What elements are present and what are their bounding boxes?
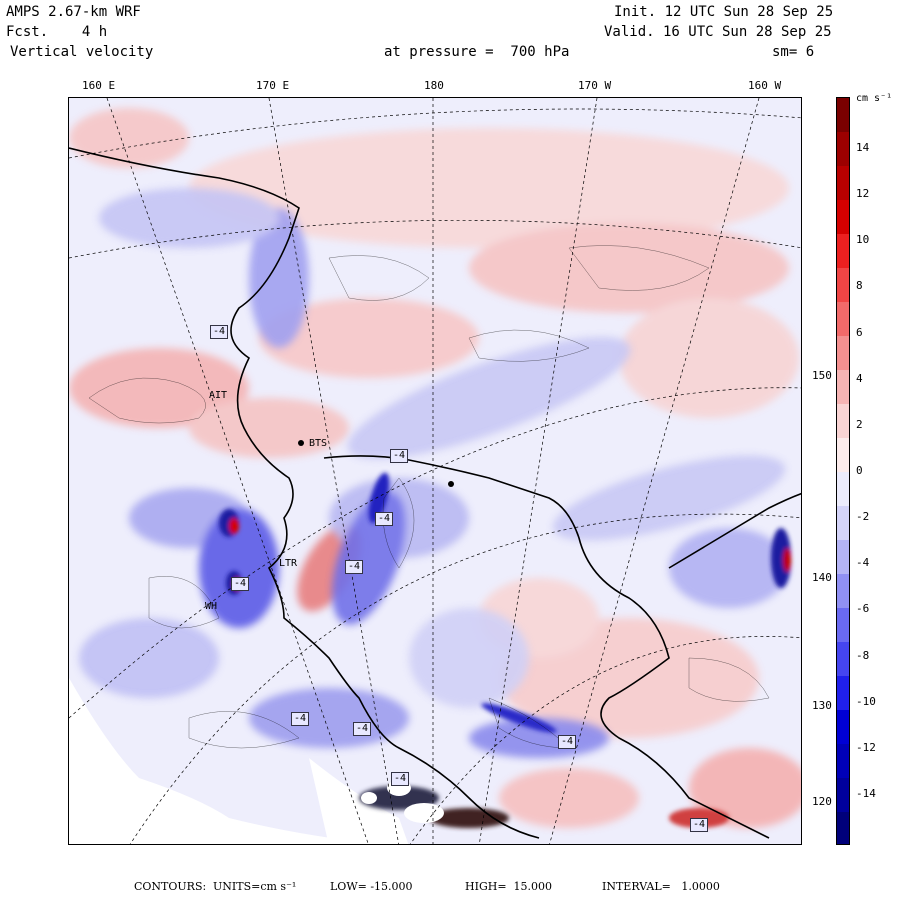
forecast-hour: Fcst. 4 h — [6, 24, 108, 40]
colorbar-swatch — [837, 438, 849, 473]
colorbar-swatch — [837, 370, 849, 405]
colorbar-swatch — [837, 710, 849, 745]
colorbar-swatch — [837, 336, 849, 371]
colorbar-swatch — [837, 676, 849, 711]
footer-interval: INTERVAL= 1.0000 — [602, 880, 720, 893]
no-data-region-2 — [309, 758, 409, 844]
colorbar-tick-label: 4 — [856, 371, 863, 385]
field-name: Vertical velocity — [10, 44, 154, 60]
colorbar-tick-label: 10 — [856, 233, 870, 247]
colorbar-tick-label: -12 — [856, 740, 876, 754]
map-canvas — [69, 98, 801, 844]
colorbar-swatch — [837, 404, 849, 439]
init-time: Init. 12 UTC Sun 28 Sep 25 — [614, 4, 834, 20]
smoothing-label: sm= 6 — [772, 44, 815, 60]
colorbar-swatch — [837, 98, 849, 133]
colorbar-tick-label: -10 — [856, 694, 876, 708]
colorbar-tick-label: 0 — [856, 464, 863, 477]
colorbar-swatch — [837, 200, 849, 235]
contour-tag: -4 — [345, 560, 364, 574]
contour-tag: -4 — [558, 735, 577, 749]
model-title: AMPS 2.67-km WRF — [6, 4, 141, 20]
lon-label-160e: 160 E — [82, 79, 116, 92]
colorbar-tick-label: -8 — [856, 648, 870, 662]
footer-units: UNITS=cm s⁻¹ — [213, 880, 297, 893]
valid-time: Valid. 16 UTC Sun 28 Sep 25 — [604, 24, 832, 40]
contour-tag: -4 — [231, 577, 250, 591]
colorbar-swatch — [837, 132, 849, 167]
contour-tag: -4 — [291, 712, 310, 726]
contour-tag: -4 — [390, 449, 409, 463]
contour-tag: -4 — [375, 512, 394, 526]
station-dot-2 — [448, 481, 454, 487]
coastline — [69, 147, 801, 839]
colorbar-tick-label: 14 — [856, 141, 870, 154]
colorbar-tick-label: -6 — [856, 602, 870, 616]
lon-label-180: 180 — [424, 79, 444, 92]
colorbar-tick-label: -2 — [856, 510, 870, 524]
colorbar-tick-label: 2 — [856, 417, 863, 431]
colorbar-swatch — [837, 812, 849, 844]
colorbar-swatch — [837, 166, 849, 201]
footer-low: LOW= -15.000 — [330, 880, 413, 893]
colorbar-swatch — [837, 574, 849, 609]
footer-contours-label: CONTOURS: — [134, 880, 207, 893]
colorbar-tick-label: 6 — [856, 325, 863, 339]
vertical-velocity-map: -4 -4 -4 -4 -4 -4 -4 -4 -4 -4 BTS AIT LT… — [68, 97, 802, 845]
station-label-ait: AIT — [209, 390, 228, 401]
colorbar-swatch — [837, 642, 849, 677]
contour-tag: -4 — [391, 772, 410, 786]
graticule — [69, 98, 801, 844]
colorbar-units: cm s⁻¹ — [856, 93, 893, 104]
colorbar-swatch — [837, 268, 849, 303]
colorbar-swatch — [837, 608, 849, 643]
lon-label-170e: 170 E — [256, 79, 290, 92]
colorbar — [836, 97, 850, 845]
footer-high: HIGH= 15.000 — [465, 880, 553, 893]
colorbar-swatch — [837, 234, 849, 269]
colorbar-swatch — [837, 472, 849, 507]
intense-cores — [219, 472, 791, 828]
contour-tag: -4 — [690, 818, 709, 832]
colorbar-swatch — [837, 540, 849, 575]
colorbar-tick-label: 12 — [856, 187, 870, 201]
colorbar-swatch — [837, 778, 849, 813]
lon-label-170w: 170 W — [578, 79, 612, 92]
station-dot-bts — [298, 440, 304, 446]
station-label-wh: WH — [205, 601, 218, 612]
colorbar-tick-label: -14 — [856, 787, 876, 800]
station-label-ltr: LTR — [279, 558, 298, 569]
contour-tag: -4 — [353, 722, 372, 736]
colorbar-tick-label: 8 — [856, 279, 863, 293]
colorbar-swatch — [837, 506, 849, 541]
no-data-region — [69, 678, 379, 844]
contour-tag: -4 — [210, 325, 229, 339]
pressure-level: at pressure = 700 hPa — [384, 44, 570, 60]
colorbar-tick-label: -4 — [856, 556, 870, 570]
lon-label-160w: 160 W — [748, 79, 782, 92]
station-label-bts: BTS — [309, 438, 328, 449]
colorbar-swatch — [837, 302, 849, 337]
colorbar-swatch — [837, 744, 849, 779]
